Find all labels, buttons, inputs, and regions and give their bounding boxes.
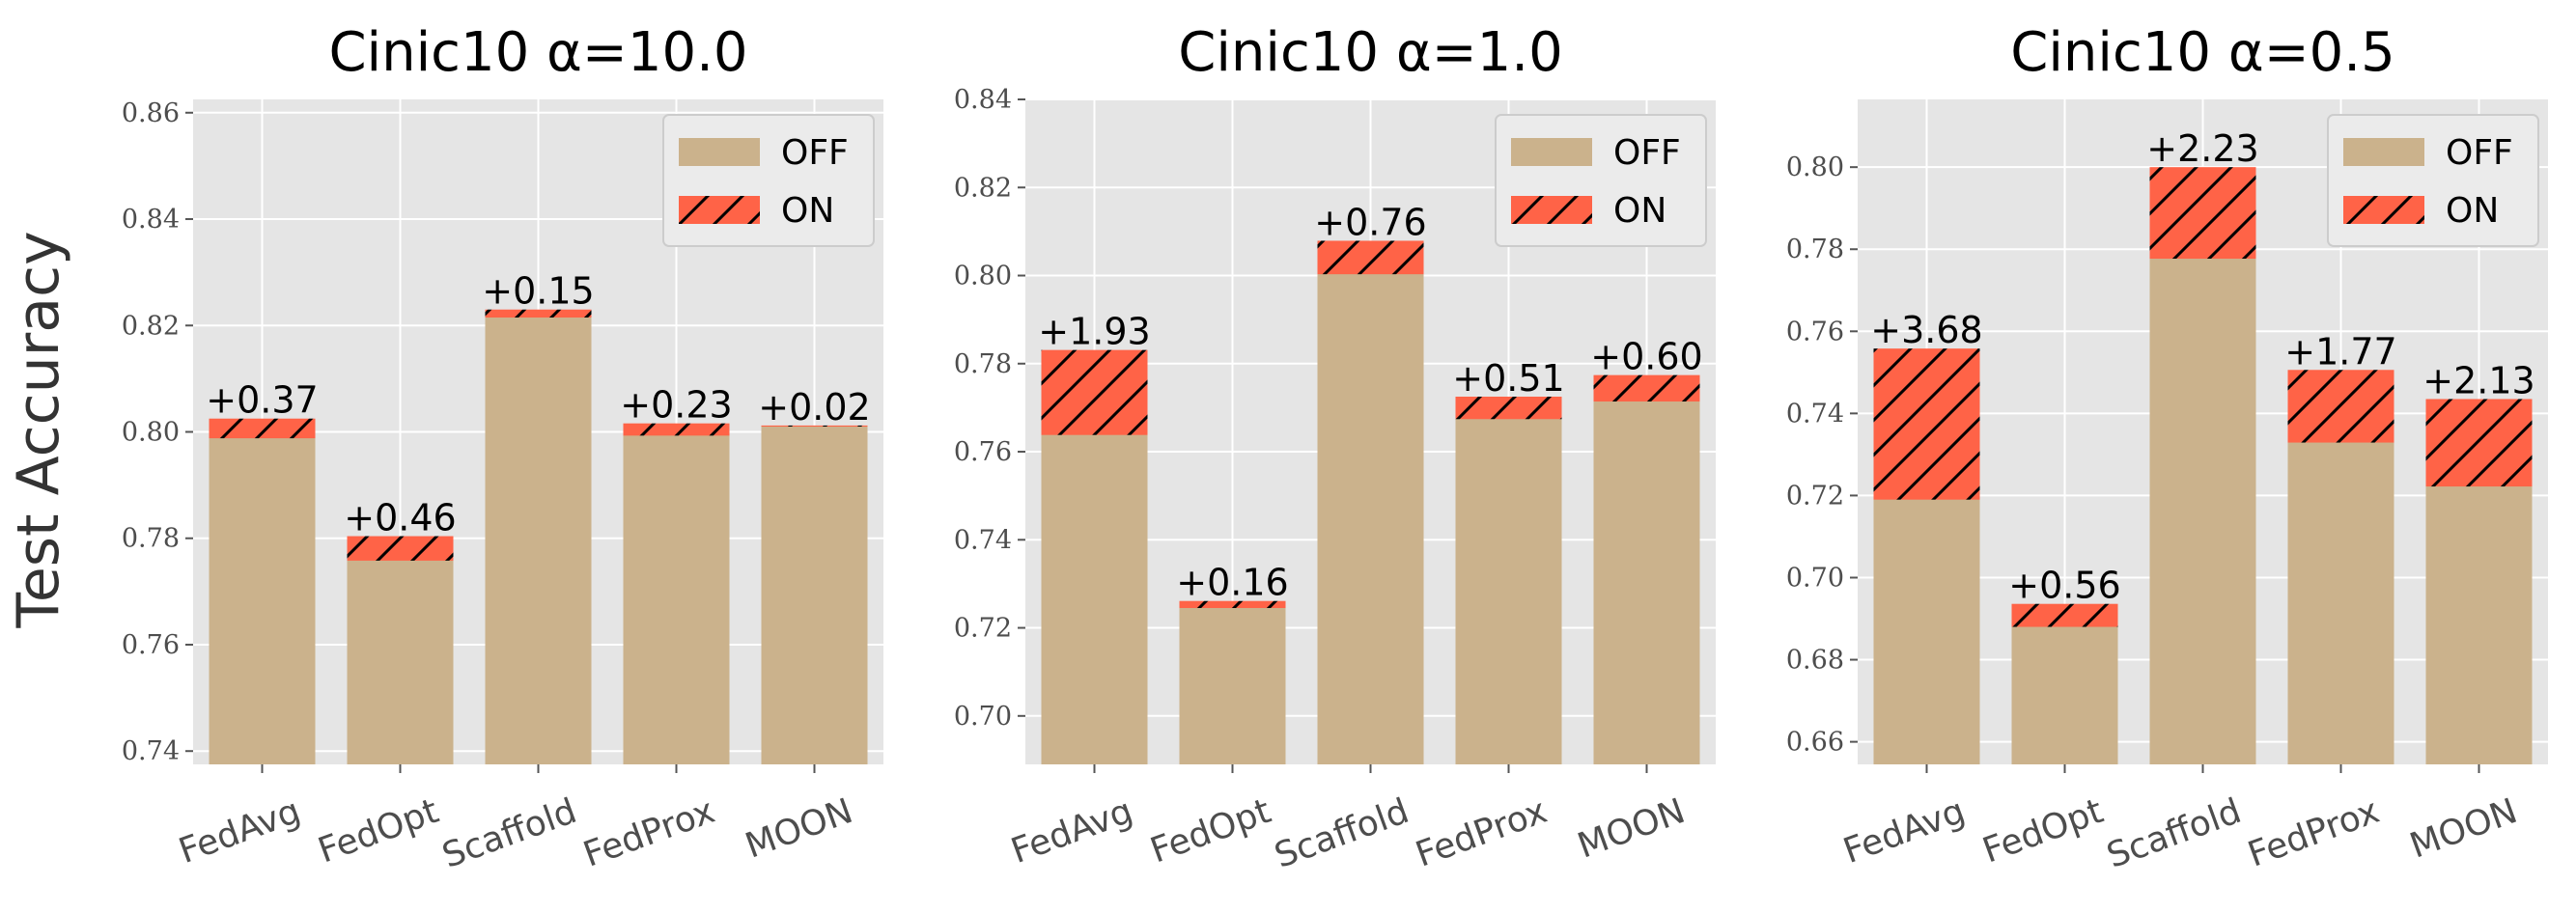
bar-off xyxy=(761,426,868,764)
y-tick-label: 0.78 xyxy=(122,524,180,554)
y-axis-title: Test Accuracy xyxy=(5,231,72,628)
bar-off xyxy=(2149,259,2256,764)
bar-off xyxy=(2287,442,2394,764)
chart-panel-2: 0.70 0.72 0.74 0.76 0.78 0.80 0.82 0.84 +1.93 Fed… xyxy=(954,21,1716,876)
legend-swatch-on xyxy=(1511,196,1592,224)
bar-off xyxy=(1455,419,1562,764)
bar-data-label: +0.37 xyxy=(206,379,318,422)
x-tick-label: FedOpt xyxy=(1145,791,1275,872)
x-tick-label: Scaffold xyxy=(437,791,582,876)
bar-data-label: +0.60 xyxy=(1590,336,1702,378)
bar-data-label: +0.02 xyxy=(758,386,870,429)
y-tick-label: 0.82 xyxy=(954,173,1012,203)
x-tick-label: FedOpt xyxy=(313,791,443,872)
y-tick-label: 0.80 xyxy=(954,262,1012,291)
x-tick-label: MOON xyxy=(1573,791,1691,867)
legend-label-off: OFF xyxy=(781,133,849,173)
y-tick-label: 0.72 xyxy=(1786,481,1844,511)
bar-off xyxy=(485,317,592,764)
y-tick-label: 0.70 xyxy=(1786,563,1844,593)
x-tick-label: Scaffold xyxy=(2102,791,2247,876)
bar-data-label: +0.51 xyxy=(1452,357,1564,400)
legend-swatch-off xyxy=(2343,138,2424,166)
bar-data-label: +0.15 xyxy=(482,270,594,313)
legend-label-off: OFF xyxy=(2446,133,2513,173)
x-tick-label: MOON xyxy=(741,791,858,867)
bar-off xyxy=(1317,274,1424,764)
chart-panel-1: 0.74 0.76 0.78 0.80 0.82 0.84 0.86 +0.37 FedAvg +… xyxy=(122,21,883,876)
bar-off xyxy=(1179,608,1286,764)
bar-data-label: +0.76 xyxy=(1314,201,1426,243)
x-tick-label: FedAvg xyxy=(174,791,306,872)
x-tick-label: MOON xyxy=(2405,791,2523,867)
y-tick-label: 0.78 xyxy=(954,349,1012,379)
bar-data-label: +0.16 xyxy=(1176,562,1288,604)
y-tick-label: 0.78 xyxy=(1786,235,1844,264)
chart-title: Cinic10 α=0.5 xyxy=(2010,21,2394,84)
bar-data-label: +0.56 xyxy=(2008,565,2120,607)
bar-off xyxy=(347,560,454,764)
y-tick-label: 0.74 xyxy=(1786,399,1844,429)
bar-off xyxy=(2425,486,2533,764)
y-tick-label: 0.76 xyxy=(122,630,180,660)
legend-label-off: OFF xyxy=(1613,133,1681,173)
bar-data-label: +2.23 xyxy=(2146,127,2258,170)
y-tick-label: 0.82 xyxy=(122,311,180,341)
legend-label-on: ON xyxy=(2446,191,2499,231)
x-tick-label: FedProx xyxy=(578,791,720,875)
bar-data-label: +0.46 xyxy=(344,497,456,540)
bar-data-label: +1.93 xyxy=(1038,311,1150,353)
bar-off xyxy=(1873,499,1980,764)
bar-off xyxy=(1041,434,1148,764)
y-tick-label: 0.76 xyxy=(954,437,1012,467)
chart-title: Cinic10 α=10.0 xyxy=(328,21,747,84)
y-tick-label: 0.84 xyxy=(122,205,180,235)
y-tick-label: 0.70 xyxy=(954,702,1012,732)
x-tick-label: FedAvg xyxy=(1838,791,1971,872)
y-tick-label: 0.68 xyxy=(1786,646,1844,676)
y-tick-label: 0.66 xyxy=(1786,728,1844,758)
x-tick-label: Scaffold xyxy=(1270,791,1414,876)
chart-title: Cinic10 α=1.0 xyxy=(1178,21,1562,84)
x-tick-label: FedProx xyxy=(1411,791,1553,875)
bar-off xyxy=(209,438,316,764)
bar-data-label: +3.68 xyxy=(1870,309,1982,351)
y-tick-label: 0.86 xyxy=(122,98,180,128)
x-tick-label: FedOpt xyxy=(1977,791,2108,872)
y-tick-label: 0.76 xyxy=(1786,317,1844,346)
legend-label-on: ON xyxy=(1613,191,1666,231)
bar-off xyxy=(1593,401,1700,764)
legend-swatch-on xyxy=(2343,196,2424,224)
x-tick-label: FedProx xyxy=(2243,791,2385,875)
bar-data-label: +1.77 xyxy=(2284,330,2396,373)
legend-swatch-off xyxy=(679,138,760,166)
bar-data-label: +0.23 xyxy=(620,384,732,427)
y-tick-label: 0.80 xyxy=(122,418,180,448)
y-tick-label: 0.80 xyxy=(1786,152,1844,182)
y-tick-label: 0.74 xyxy=(954,525,1012,555)
chart-panel-3: 0.66 0.68 0.70 0.72 0.74 0.76 0.78 0.80 +3.68 Fed… xyxy=(1786,21,2548,876)
y-tick-label: 0.74 xyxy=(122,736,180,766)
bar-off xyxy=(623,435,730,764)
legend-label-on: ON xyxy=(781,191,834,231)
x-tick-label: FedAvg xyxy=(1006,791,1138,872)
y-tick-label: 0.72 xyxy=(954,614,1012,644)
legend-swatch-on xyxy=(679,196,760,224)
legend-swatch-off xyxy=(1511,138,1592,166)
bar-off xyxy=(2011,626,2118,764)
y-tick-label: 0.84 xyxy=(954,85,1012,115)
bar-data-label: +2.13 xyxy=(2422,359,2534,401)
